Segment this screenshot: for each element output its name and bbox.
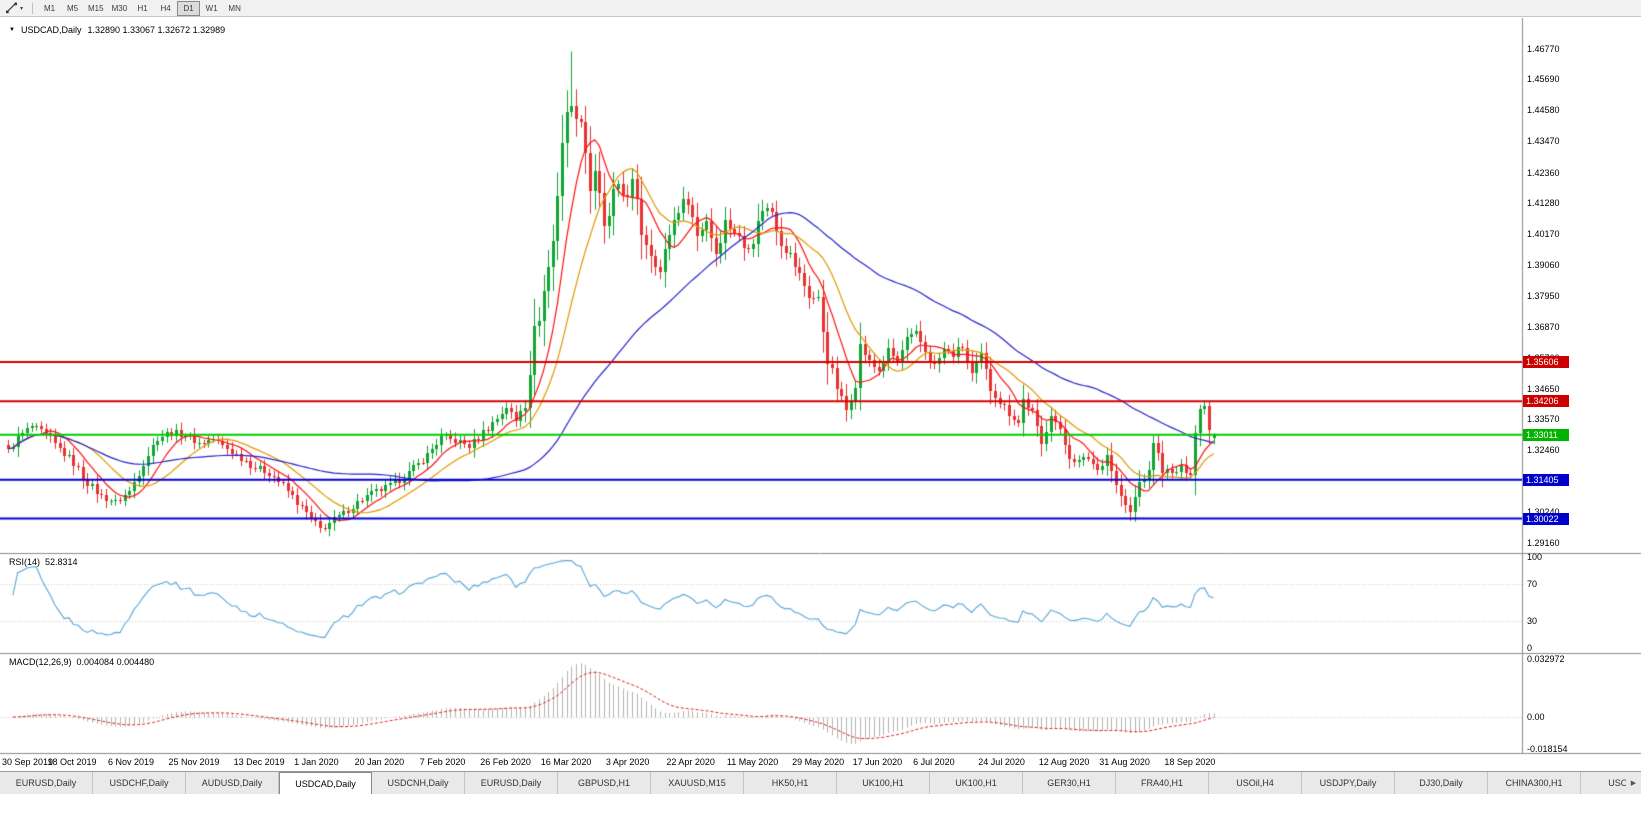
chevron-down-icon[interactable]: ▾ (20, 5, 24, 12)
chart-caret-icon[interactable]: ▼ (9, 27, 15, 33)
symbol-tab-xauusd-m15[interactable]: XAUUSD,M15 (651, 772, 744, 794)
symbol-tab-gbpusd-h1[interactable]: GBPUSD,H1 (558, 772, 651, 794)
timeframe-button-mn[interactable]: MN (228, 3, 241, 13)
symbol-tab-uk100-h1[interactable]: UK100,H1 (837, 772, 930, 794)
macd-name: MACD(12,26,9) (9, 657, 72, 667)
symbol-tab-eurusd-daily[interactable]: EURUSD,Daily (0, 772, 93, 794)
chart-ohlc-values: 1.32890 1.33067 1.32672 1.32989 (87, 25, 226, 35)
symbol-tab-usdcnh-daily[interactable]: USDCNH,Daily (372, 772, 465, 794)
symbol-tab-audusd-daily[interactable]: AUDUSD,Daily (186, 772, 279, 794)
symbol-tab-ger30-h1[interactable]: GER30,H1 (1023, 772, 1116, 794)
rsi-name: RSI(14) (9, 557, 41, 567)
rsi-indicator-label: RSI(14) 52.8314 (9, 557, 78, 567)
symbol-tab-hk50-h1[interactable]: HK50,H1 (744, 772, 837, 794)
rsi-value: 52.8314 (45, 557, 78, 567)
symbol-tab-fra40-h1[interactable]: FRA40,H1 (1116, 772, 1209, 794)
symbol-tabbar: EURUSD,Daily USDCHF,Daily AUDUSD,Daily USDC… (0, 771, 1641, 794)
timeframe-button-w1[interactable]: W1 (205, 3, 218, 13)
chart-symbol-label: USDCAD,Daily (20, 25, 82, 35)
tab-scroll-right-button[interactable]: ▶ (1626, 772, 1641, 794)
symbol-tab-dj30-daily[interactable]: DJ30,Daily (1395, 772, 1488, 794)
symbol-tab-china300-h1[interactable]: CHINA300,H1 (1488, 772, 1581, 794)
macd-indicator-label: MACD(12,26,9) 0.004084 0.004480 (9, 657, 154, 667)
chart-toolbar: ▾ M1 M5 M15 M30 H1 H4 D1 W1 MN (0, 0, 1641, 17)
symbol-tab-usdjpy-daily[interactable]: USDJPY,Daily (1302, 772, 1395, 794)
timeframe-button-m15[interactable]: M15 (88, 3, 104, 13)
timeframe-button-h1[interactable]: H1 (137, 3, 148, 13)
symbol-tab-usdchf-daily[interactable]: USDCHF,Daily (93, 772, 186, 794)
timeframe-group: M1 M5 M15 M30 H1 H4 D1 W1 MN (38, 0, 246, 16)
chart-title: ▼ USDCAD,Daily 1.32890 1.33067 1.32672 1… (9, 25, 225, 35)
toolbar-divider (32, 2, 34, 14)
timeframe-button-d1[interactable]: D1 (177, 0, 201, 16)
trendline-tool-icon[interactable] (4, 2, 19, 15)
timeframe-button-h4[interactable]: H4 (160, 3, 171, 13)
timeframe-button-m1[interactable]: M1 (43, 3, 56, 13)
timeframe-button-m30[interactable]: M30 (111, 3, 128, 13)
symbol-tab-uk100-h1[interactable]: UK100,H1 (930, 772, 1023, 794)
macd-values: 0.004084 0.004480 (76, 657, 155, 667)
symbol-tab-eurusd-daily[interactable]: EURUSD,Daily (465, 772, 558, 794)
symbol-tab-usdcad-daily[interactable]: USDCAD,Daily (279, 772, 372, 794)
timeframe-button-m5[interactable]: M5 (66, 3, 79, 13)
symbol-tab-usoil-h4[interactable]: USOil,H4 (1209, 772, 1302, 794)
